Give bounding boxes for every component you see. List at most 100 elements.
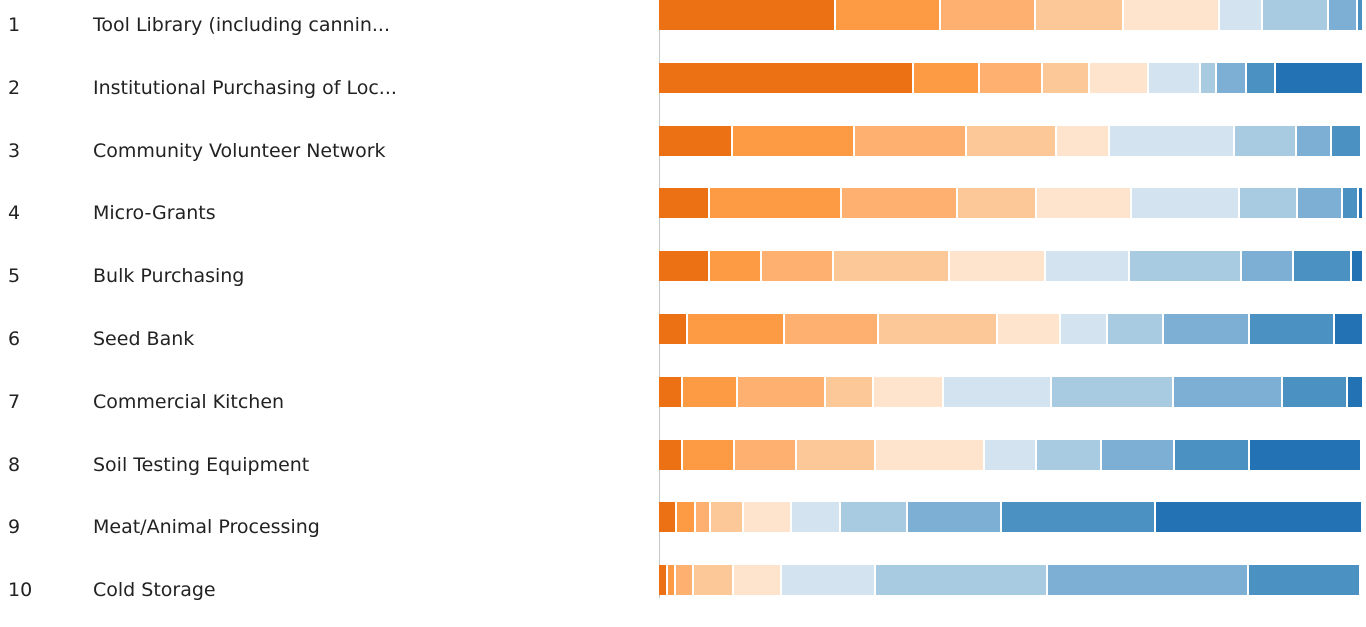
list-item: 6 Seed Bank	[0, 314, 640, 376]
bar-segment[interactable]	[1235, 126, 1295, 156]
bar-segment[interactable]	[1263, 0, 1327, 30]
bar-segment[interactable]	[941, 0, 1034, 30]
bar-segment[interactable]	[1276, 63, 1362, 93]
bar-segment[interactable]	[967, 126, 1055, 156]
bar-segment[interactable]	[876, 565, 1046, 595]
bar-segment[interactable]	[1352, 251, 1362, 281]
bar-segment[interactable]	[908, 502, 1000, 532]
bar-segment[interactable]	[792, 502, 839, 532]
bar-segment[interactable]	[1036, 0, 1122, 30]
bar-segment[interactable]	[797, 440, 874, 470]
bar-segment[interactable]	[1175, 440, 1248, 470]
bar-segment[interactable]	[914, 63, 978, 93]
bar-segment[interactable]	[874, 377, 942, 407]
bar-segment[interactable]	[710, 188, 840, 218]
bar-segment[interactable]	[735, 440, 795, 470]
bar-segment[interactable]	[676, 565, 692, 595]
bar-segment[interactable]	[998, 314, 1059, 344]
bar-segment[interactable]	[659, 188, 708, 218]
bar-segment[interactable]	[1037, 440, 1100, 470]
bar-segment[interactable]	[1132, 188, 1238, 218]
bar-segment[interactable]	[855, 126, 965, 156]
bar-segment[interactable]	[944, 377, 1050, 407]
bar-segment[interactable]	[834, 251, 948, 281]
bar-segment[interactable]	[1217, 63, 1245, 93]
bar-segment[interactable]	[836, 0, 939, 30]
bar-segment[interactable]	[1102, 440, 1173, 470]
bar-segment[interactable]	[1247, 63, 1274, 93]
bar-segment[interactable]	[738, 377, 824, 407]
bar-segment[interactable]	[980, 63, 1041, 93]
bar-segment[interactable]	[1294, 251, 1350, 281]
bar-segment[interactable]	[677, 502, 694, 532]
bar-segment[interactable]	[733, 126, 853, 156]
bar-segment[interactable]	[1335, 314, 1362, 344]
bar-segment[interactable]	[1110, 126, 1233, 156]
bar-segment[interactable]	[841, 502, 906, 532]
bar-segment[interactable]	[1220, 0, 1261, 30]
bar-segment[interactable]	[958, 188, 1035, 218]
bar-segment[interactable]	[1343, 188, 1357, 218]
bar-segment[interactable]	[694, 565, 732, 595]
bar-segment[interactable]	[876, 440, 983, 470]
axis-line	[659, 0, 660, 598]
bar-segment[interactable]	[762, 251, 832, 281]
bar-segment[interactable]	[1149, 63, 1199, 93]
bar-segment[interactable]	[659, 377, 681, 407]
bar-segment[interactable]	[1249, 565, 1359, 595]
bar-segment[interactable]	[1250, 314, 1333, 344]
bar-segment[interactable]	[1332, 126, 1360, 156]
bar-segment[interactable]	[659, 440, 681, 470]
bar-segment[interactable]	[659, 314, 686, 344]
bar-segment[interactable]	[950, 251, 1044, 281]
bar-segment[interactable]	[668, 565, 674, 595]
bar-segment[interactable]	[659, 565, 666, 595]
bar-segment[interactable]	[1130, 251, 1240, 281]
bar-segment[interactable]	[826, 377, 872, 407]
bar-segment[interactable]	[1359, 188, 1362, 218]
bar-segment[interactable]	[1329, 0, 1356, 30]
bar-segment[interactable]	[1283, 377, 1346, 407]
bar-segment[interactable]	[1156, 502, 1361, 532]
bar-segment[interactable]	[1358, 0, 1362, 30]
list-item: 2 Institutional Purchasing of Loc...	[0, 63, 640, 125]
bar-segment[interactable]	[1052, 377, 1172, 407]
bar-segment[interactable]	[1201, 63, 1215, 93]
bar-segment[interactable]	[659, 0, 834, 30]
bar-segment[interactable]	[985, 440, 1035, 470]
bar-segment[interactable]	[744, 502, 790, 532]
bar-segment[interactable]	[734, 565, 780, 595]
bar-segment[interactable]	[1297, 126, 1330, 156]
bar-segment[interactable]	[1043, 63, 1088, 93]
bar-segment[interactable]	[1298, 188, 1341, 218]
bar-segment[interactable]	[785, 314, 877, 344]
bar-segment[interactable]	[1348, 377, 1362, 407]
bar-segment[interactable]	[1057, 126, 1108, 156]
bar-segment[interactable]	[1002, 502, 1154, 532]
bar-segment[interactable]	[1174, 377, 1281, 407]
bar-segment[interactable]	[659, 126, 731, 156]
bar-segment[interactable]	[1046, 251, 1128, 281]
bar-segment[interactable]	[1108, 314, 1162, 344]
bar-segment[interactable]	[659, 502, 675, 532]
bar-segment[interactable]	[659, 251, 708, 281]
bar-segment[interactable]	[1037, 188, 1130, 218]
bar-segment[interactable]	[1061, 314, 1106, 344]
bar-segment[interactable]	[782, 565, 874, 595]
bar-segment[interactable]	[711, 502, 742, 532]
bar-segment[interactable]	[1250, 440, 1360, 470]
bar-segment[interactable]	[879, 314, 996, 344]
bar-segment[interactable]	[683, 377, 736, 407]
bar-segment[interactable]	[1090, 63, 1147, 93]
bar-segment[interactable]	[683, 440, 733, 470]
bar-segment[interactable]	[696, 502, 709, 532]
bar-segment[interactable]	[842, 188, 956, 218]
bar-segment[interactable]	[1240, 188, 1296, 218]
bar-segment[interactable]	[659, 63, 912, 93]
bar-segment[interactable]	[1124, 0, 1218, 30]
bar-segment[interactable]	[710, 251, 760, 281]
bar-segment[interactable]	[1164, 314, 1248, 344]
bar-segment[interactable]	[1242, 251, 1292, 281]
bar-segment[interactable]	[1048, 565, 1247, 595]
bar-segment[interactable]	[688, 314, 783, 344]
